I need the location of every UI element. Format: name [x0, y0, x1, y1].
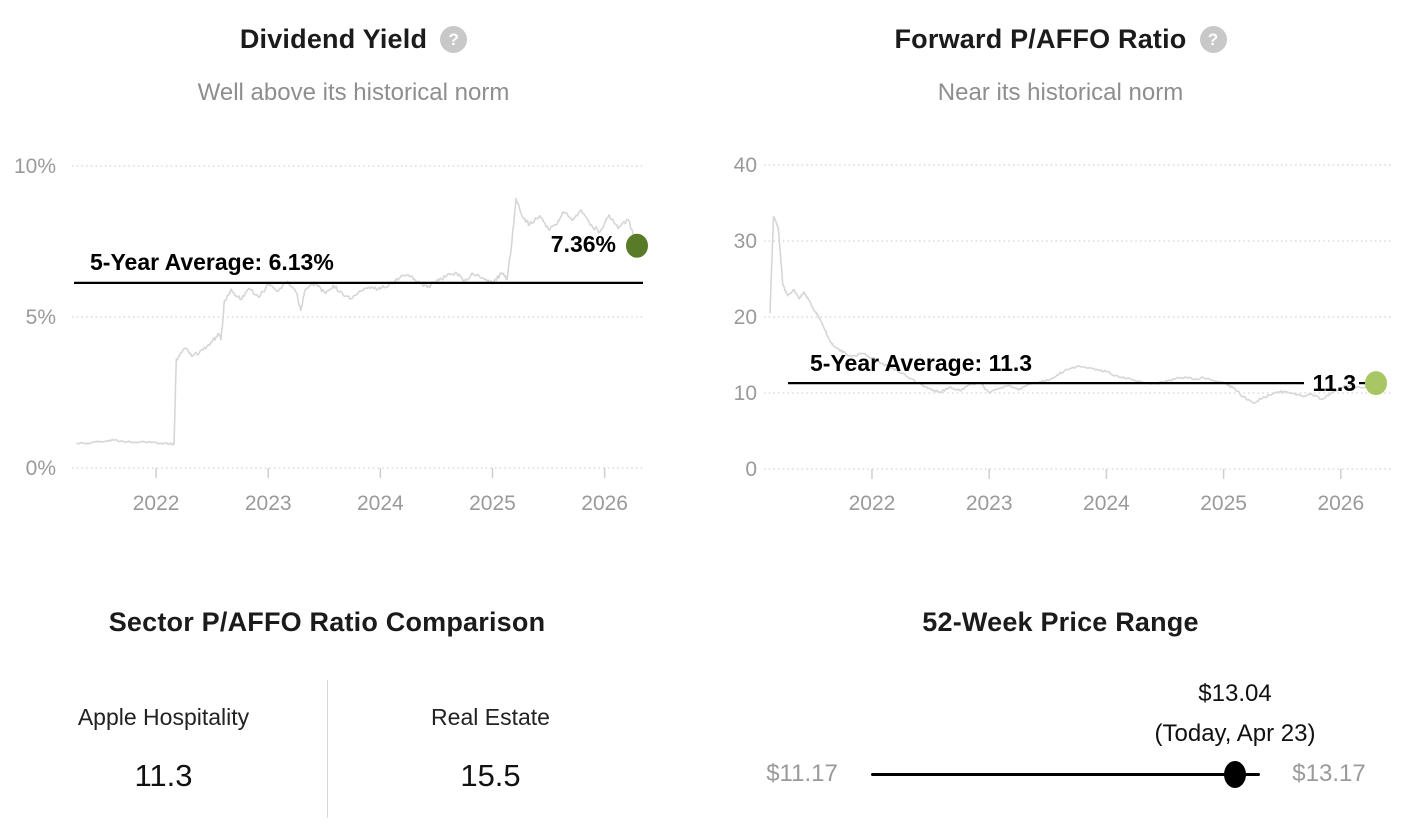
dividend-yield-current-value-label: 7.36%	[551, 231, 616, 257]
range-high-price: $13.17	[1292, 760, 1366, 787]
paffo-subtitle: Near its historical norm	[937, 79, 1184, 106]
help-icon[interactable]: ?	[440, 26, 468, 53]
dividend-yield-series-line	[76, 197, 638, 446]
forward-paffo-x-axis-label: 2024	[1083, 492, 1130, 515]
paffo-header: Forward P/AFFO Ratio ? Near its historic…	[707, 24, 1414, 107]
range-low-price: $11.17	[766, 760, 838, 787]
price-range-title: 52-Week Price Range	[922, 607, 1199, 637]
sector-comparison-table: Apple Hospitality 11.3 Real Estate 15.5	[0, 680, 654, 818]
column-divider	[327, 680, 328, 818]
sector-comparison-title: Sector P/AFFO Ratio Comparison	[108, 607, 546, 637]
dividend-yield-subtitle: Well above its historical norm	[197, 79, 510, 106]
dividend-yield-x-axis-label: 2023	[245, 492, 292, 515]
dividend-yield-y-axis-label: 10%	[14, 155, 56, 178]
sector-comparison-sector-col: Real Estate 15.5	[327, 680, 654, 818]
sector-label: Real Estate	[431, 704, 550, 730]
paffo-title-row: Forward P/AFFO Ratio ?	[707, 24, 1414, 55]
forward-paffo-x-axis-label: 2022	[849, 492, 896, 515]
forward-paffo-average-label: 5-Year Average: 11.3	[810, 350, 1032, 376]
forward-paffo-y-axis-label: 0	[745, 458, 757, 481]
dividend-yield-y-axis-label: 5%	[26, 306, 56, 329]
forward-paffo-series-line	[769, 215, 1377, 404]
forward-paffo-y-axis-label: 20	[734, 306, 757, 329]
forward-paffo-x-axis-label: 2025	[1200, 492, 1247, 515]
forward-paffo-current-value-dot	[1365, 371, 1387, 396]
sector-paffo-value: 15.5	[460, 758, 521, 793]
dividend-yield-x-axis-label: 2026	[581, 492, 628, 515]
help-icon[interactable]: ?	[1199, 26, 1227, 53]
paffo-title: Forward P/AFFO Ratio	[894, 24, 1187, 54]
dividend-yield-title-row: Dividend Yield ?	[0, 24, 707, 55]
price-range-track	[871, 773, 1260, 776]
forward-paffo-x-axis-label: 2026	[1317, 492, 1364, 515]
company-paffo-value: 11.3	[134, 758, 193, 793]
company-label: Apple Hospitality	[77, 704, 250, 730]
dividend-yield-title: Dividend Yield	[239, 24, 428, 54]
forward-paffo-current-value-label: 11.3	[1313, 370, 1357, 396]
forward-paffo-y-axis-label: 30	[734, 230, 757, 253]
dividend-yield-average-label: 5-Year Average: 6.13%	[90, 249, 334, 275]
current-price-callout: $13.04 (Today, Apr 23)	[1155, 679, 1316, 749]
dividend-yield-x-axis-label: 2024	[357, 492, 404, 515]
dividend-yield-x-axis-label: 2022	[133, 492, 180, 515]
current-price-marker	[1223, 761, 1246, 788]
dividend-yield-x-axis-label: 2025	[469, 492, 516, 515]
charts-canvas: 10% 5% 0% 2022 2023 2024 2025 2026 5-Year Averag…	[14, 154, 1393, 515]
dividend-yield-y-axis-label: 0%	[26, 457, 56, 480]
current-price-date: (Today, Apr 23)	[1154, 720, 1316, 747]
current-price: $13.04	[1198, 680, 1272, 707]
dividend-yield-current-value-dot	[626, 233, 648, 258]
forward-paffo-x-axis-label: 2023	[966, 492, 1013, 515]
forward-paffo-y-axis-label: 40	[734, 154, 757, 177]
dividend-yield-header: Dividend Yield ? Well above its historic…	[0, 24, 707, 107]
sector-comparison-company-col: Apple Hospitality 11.3	[0, 680, 327, 818]
forward-paffo-y-axis-label: 10	[734, 382, 757, 405]
